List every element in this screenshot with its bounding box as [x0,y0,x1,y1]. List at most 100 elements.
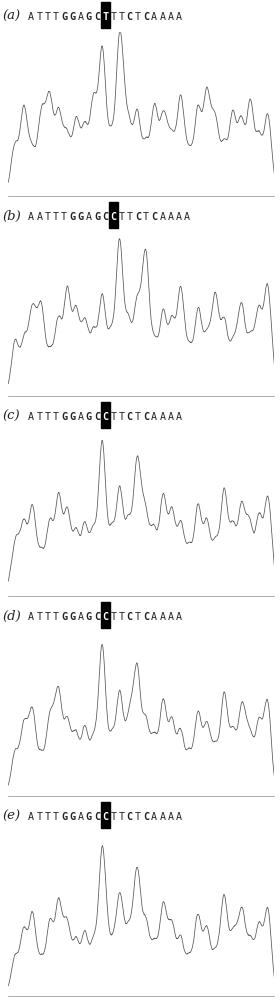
Text: A: A [28,812,34,822]
Text: T: T [118,412,125,422]
Text: T: T [36,612,43,622]
Text: (e): (e) [3,810,21,823]
Text: G: G [61,12,67,22]
Text: C: C [143,812,149,822]
Text: T: T [135,12,141,22]
Text: T: T [110,612,116,622]
Text: A: A [78,612,83,622]
Text: C: C [94,12,100,22]
Text: T: T [45,612,51,622]
Text: C: C [143,612,149,622]
FancyBboxPatch shape [101,402,110,428]
Text: G: G [86,812,92,822]
Text: C: C [127,812,133,822]
Text: T: T [53,412,59,422]
Text: G: G [78,212,83,222]
Text: G: G [94,212,100,222]
Text: (b): (b) [3,210,22,223]
Text: A: A [86,212,92,222]
Text: T: T [143,212,149,222]
Text: T: T [45,412,51,422]
Text: G: G [61,612,67,622]
Text: A: A [28,212,34,222]
Text: T: T [135,412,141,422]
Text: T: T [53,812,59,822]
Text: (d): (d) [3,610,22,623]
Text: C: C [127,612,133,622]
Text: T: T [135,612,141,622]
Text: A: A [160,212,165,222]
Text: T: T [118,212,125,222]
Text: C: C [102,212,108,222]
Text: G: G [69,12,75,22]
Text: A: A [160,612,165,622]
Text: (c): (c) [3,410,20,423]
Text: C: C [94,412,100,422]
Text: C: C [102,612,108,622]
Text: A: A [176,412,182,422]
Text: G: G [86,12,92,22]
Text: A: A [168,12,174,22]
Text: (a): (a) [3,10,21,23]
Text: A: A [151,812,157,822]
Text: C: C [102,412,108,422]
Text: A: A [176,812,182,822]
Text: A: A [184,212,190,222]
Text: C: C [151,212,157,222]
FancyBboxPatch shape [101,602,110,628]
Text: A: A [168,612,174,622]
Text: G: G [86,412,92,422]
Text: T: T [118,812,125,822]
Text: A: A [151,12,157,22]
Text: G: G [61,412,67,422]
Text: T: T [36,412,43,422]
Text: T: T [118,12,125,22]
Text: A: A [176,212,182,222]
Text: C: C [111,212,116,222]
Text: T: T [45,812,51,822]
Text: T: T [110,812,116,822]
Text: A: A [168,812,174,822]
Text: C: C [94,812,100,822]
Text: A: A [78,12,83,22]
Text: A: A [160,12,165,22]
Text: C: C [143,412,149,422]
Text: C: C [102,812,108,822]
Text: A: A [151,412,157,422]
Text: G: G [86,612,92,622]
Text: T: T [45,12,51,22]
Text: T: T [53,212,59,222]
Text: T: T [53,12,59,22]
Text: A: A [160,812,165,822]
Text: A: A [28,12,34,22]
Text: T: T [118,612,125,622]
Text: A: A [151,612,157,622]
Text: G: G [61,812,67,822]
FancyBboxPatch shape [101,2,110,28]
Text: A: A [36,212,43,222]
Text: T: T [45,212,51,222]
Text: A: A [28,612,34,622]
Text: A: A [28,412,34,422]
Text: C: C [127,12,133,22]
Text: T: T [127,212,133,222]
Text: A: A [176,612,182,622]
Text: C: C [127,412,133,422]
Text: T: T [102,12,108,22]
Text: A: A [168,212,174,222]
Text: G: G [69,812,75,822]
FancyBboxPatch shape [101,802,110,828]
Text: A: A [78,412,83,422]
Text: T: T [110,412,116,422]
Text: C: C [135,212,141,222]
Text: T: T [135,812,141,822]
Text: G: G [69,412,75,422]
Text: G: G [69,612,75,622]
Text: T: T [36,12,43,22]
Text: C: C [94,612,100,622]
Text: G: G [69,212,75,222]
Text: T: T [36,812,43,822]
Text: T: T [61,212,67,222]
FancyBboxPatch shape [109,202,118,228]
Text: T: T [53,612,59,622]
